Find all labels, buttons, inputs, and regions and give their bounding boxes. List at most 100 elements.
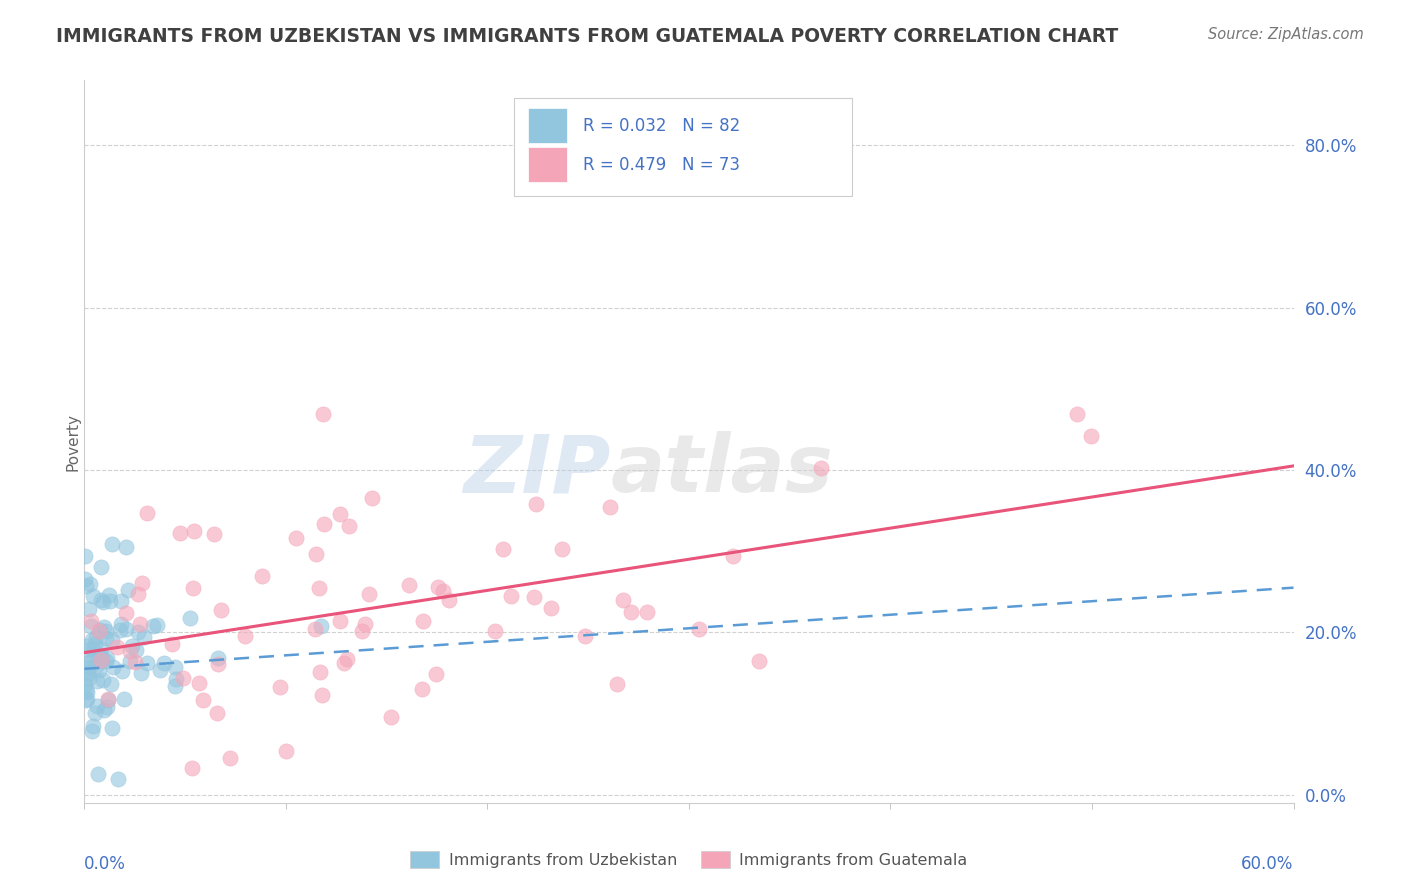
Point xyxy=(188,675,211,690)
Text: R = 0.479   N = 73: R = 0.479 N = 73 xyxy=(582,156,740,174)
Point xyxy=(75,678,97,692)
Point xyxy=(721,549,744,564)
Text: IMMIGRANTS FROM UZBEKISTAN VS IMMIGRANTS FROM GUATEMALA POVERTY CORRELATION CHAR: IMMIGRANTS FROM UZBEKISTAN VS IMMIGRANTS… xyxy=(56,27,1119,45)
Point xyxy=(599,500,621,514)
Point xyxy=(127,625,149,640)
Point xyxy=(108,624,131,638)
Point xyxy=(89,623,111,637)
Point xyxy=(250,569,273,583)
Point xyxy=(77,642,100,657)
Point xyxy=(233,629,256,643)
Point xyxy=(308,581,330,595)
Point xyxy=(115,622,138,636)
Point xyxy=(110,617,132,632)
Point xyxy=(398,578,420,592)
Point xyxy=(205,706,228,721)
Point xyxy=(94,631,117,645)
FancyBboxPatch shape xyxy=(529,147,567,182)
Point xyxy=(636,605,658,619)
Text: Source: ZipAtlas.com: Source: ZipAtlas.com xyxy=(1208,27,1364,42)
Point xyxy=(76,685,98,699)
Point xyxy=(492,542,515,557)
Point xyxy=(524,497,547,511)
Point xyxy=(79,655,101,669)
Point xyxy=(93,620,115,634)
Point xyxy=(172,671,194,685)
Point xyxy=(90,654,112,668)
Point xyxy=(100,677,122,691)
Point xyxy=(124,656,146,670)
FancyBboxPatch shape xyxy=(513,98,852,196)
Point xyxy=(810,461,832,475)
Point xyxy=(412,614,434,628)
Point xyxy=(540,600,562,615)
Text: 60.0%: 60.0% xyxy=(1241,855,1294,872)
Point xyxy=(91,595,114,609)
Point xyxy=(361,491,384,506)
Point xyxy=(105,640,128,654)
Point xyxy=(333,656,356,670)
Point xyxy=(90,653,112,667)
Point xyxy=(79,577,101,591)
Point xyxy=(129,616,152,631)
Point xyxy=(136,656,159,670)
Point xyxy=(269,681,291,695)
Point xyxy=(551,542,574,557)
Point xyxy=(329,614,352,628)
Point xyxy=(523,590,546,604)
Point xyxy=(432,583,454,598)
Point xyxy=(207,651,229,665)
Point xyxy=(209,603,232,617)
Point xyxy=(96,654,118,668)
Point xyxy=(136,506,159,520)
Point xyxy=(94,624,117,639)
Point xyxy=(96,650,118,665)
Point xyxy=(484,624,506,639)
Point xyxy=(132,630,155,644)
Point xyxy=(75,683,97,698)
Point xyxy=(181,761,204,775)
Point xyxy=(121,640,143,654)
Point xyxy=(79,615,101,629)
Point xyxy=(411,681,433,696)
Point xyxy=(1080,429,1102,443)
Point xyxy=(439,592,461,607)
Point xyxy=(114,606,136,620)
Point xyxy=(75,572,97,586)
Point xyxy=(110,594,132,608)
Point xyxy=(86,648,108,662)
Point xyxy=(98,593,121,607)
Y-axis label: Poverty: Poverty xyxy=(66,412,80,471)
Point xyxy=(76,692,98,706)
Point xyxy=(425,666,447,681)
Point xyxy=(73,665,96,679)
Point xyxy=(98,588,121,602)
Point xyxy=(107,772,129,786)
Point xyxy=(337,518,360,533)
Point xyxy=(284,531,307,545)
Point xyxy=(83,637,105,651)
Point xyxy=(747,654,769,668)
Point xyxy=(84,706,107,720)
Point xyxy=(183,581,205,595)
Text: R = 0.032   N = 82: R = 0.032 N = 82 xyxy=(582,117,740,135)
Point xyxy=(86,674,108,689)
Point xyxy=(499,590,522,604)
Point xyxy=(84,658,107,673)
Point xyxy=(353,617,375,632)
Point xyxy=(163,660,186,674)
Point xyxy=(80,619,103,633)
Point xyxy=(165,672,187,686)
Point xyxy=(329,507,352,521)
Point xyxy=(131,575,153,590)
Point xyxy=(86,767,108,781)
Point xyxy=(304,622,326,636)
Point xyxy=(115,540,138,554)
Point xyxy=(380,709,402,723)
Point xyxy=(97,691,120,706)
Point xyxy=(82,652,104,666)
Point xyxy=(120,654,142,668)
Point xyxy=(160,637,183,651)
Point xyxy=(90,642,112,657)
Point xyxy=(352,624,374,638)
